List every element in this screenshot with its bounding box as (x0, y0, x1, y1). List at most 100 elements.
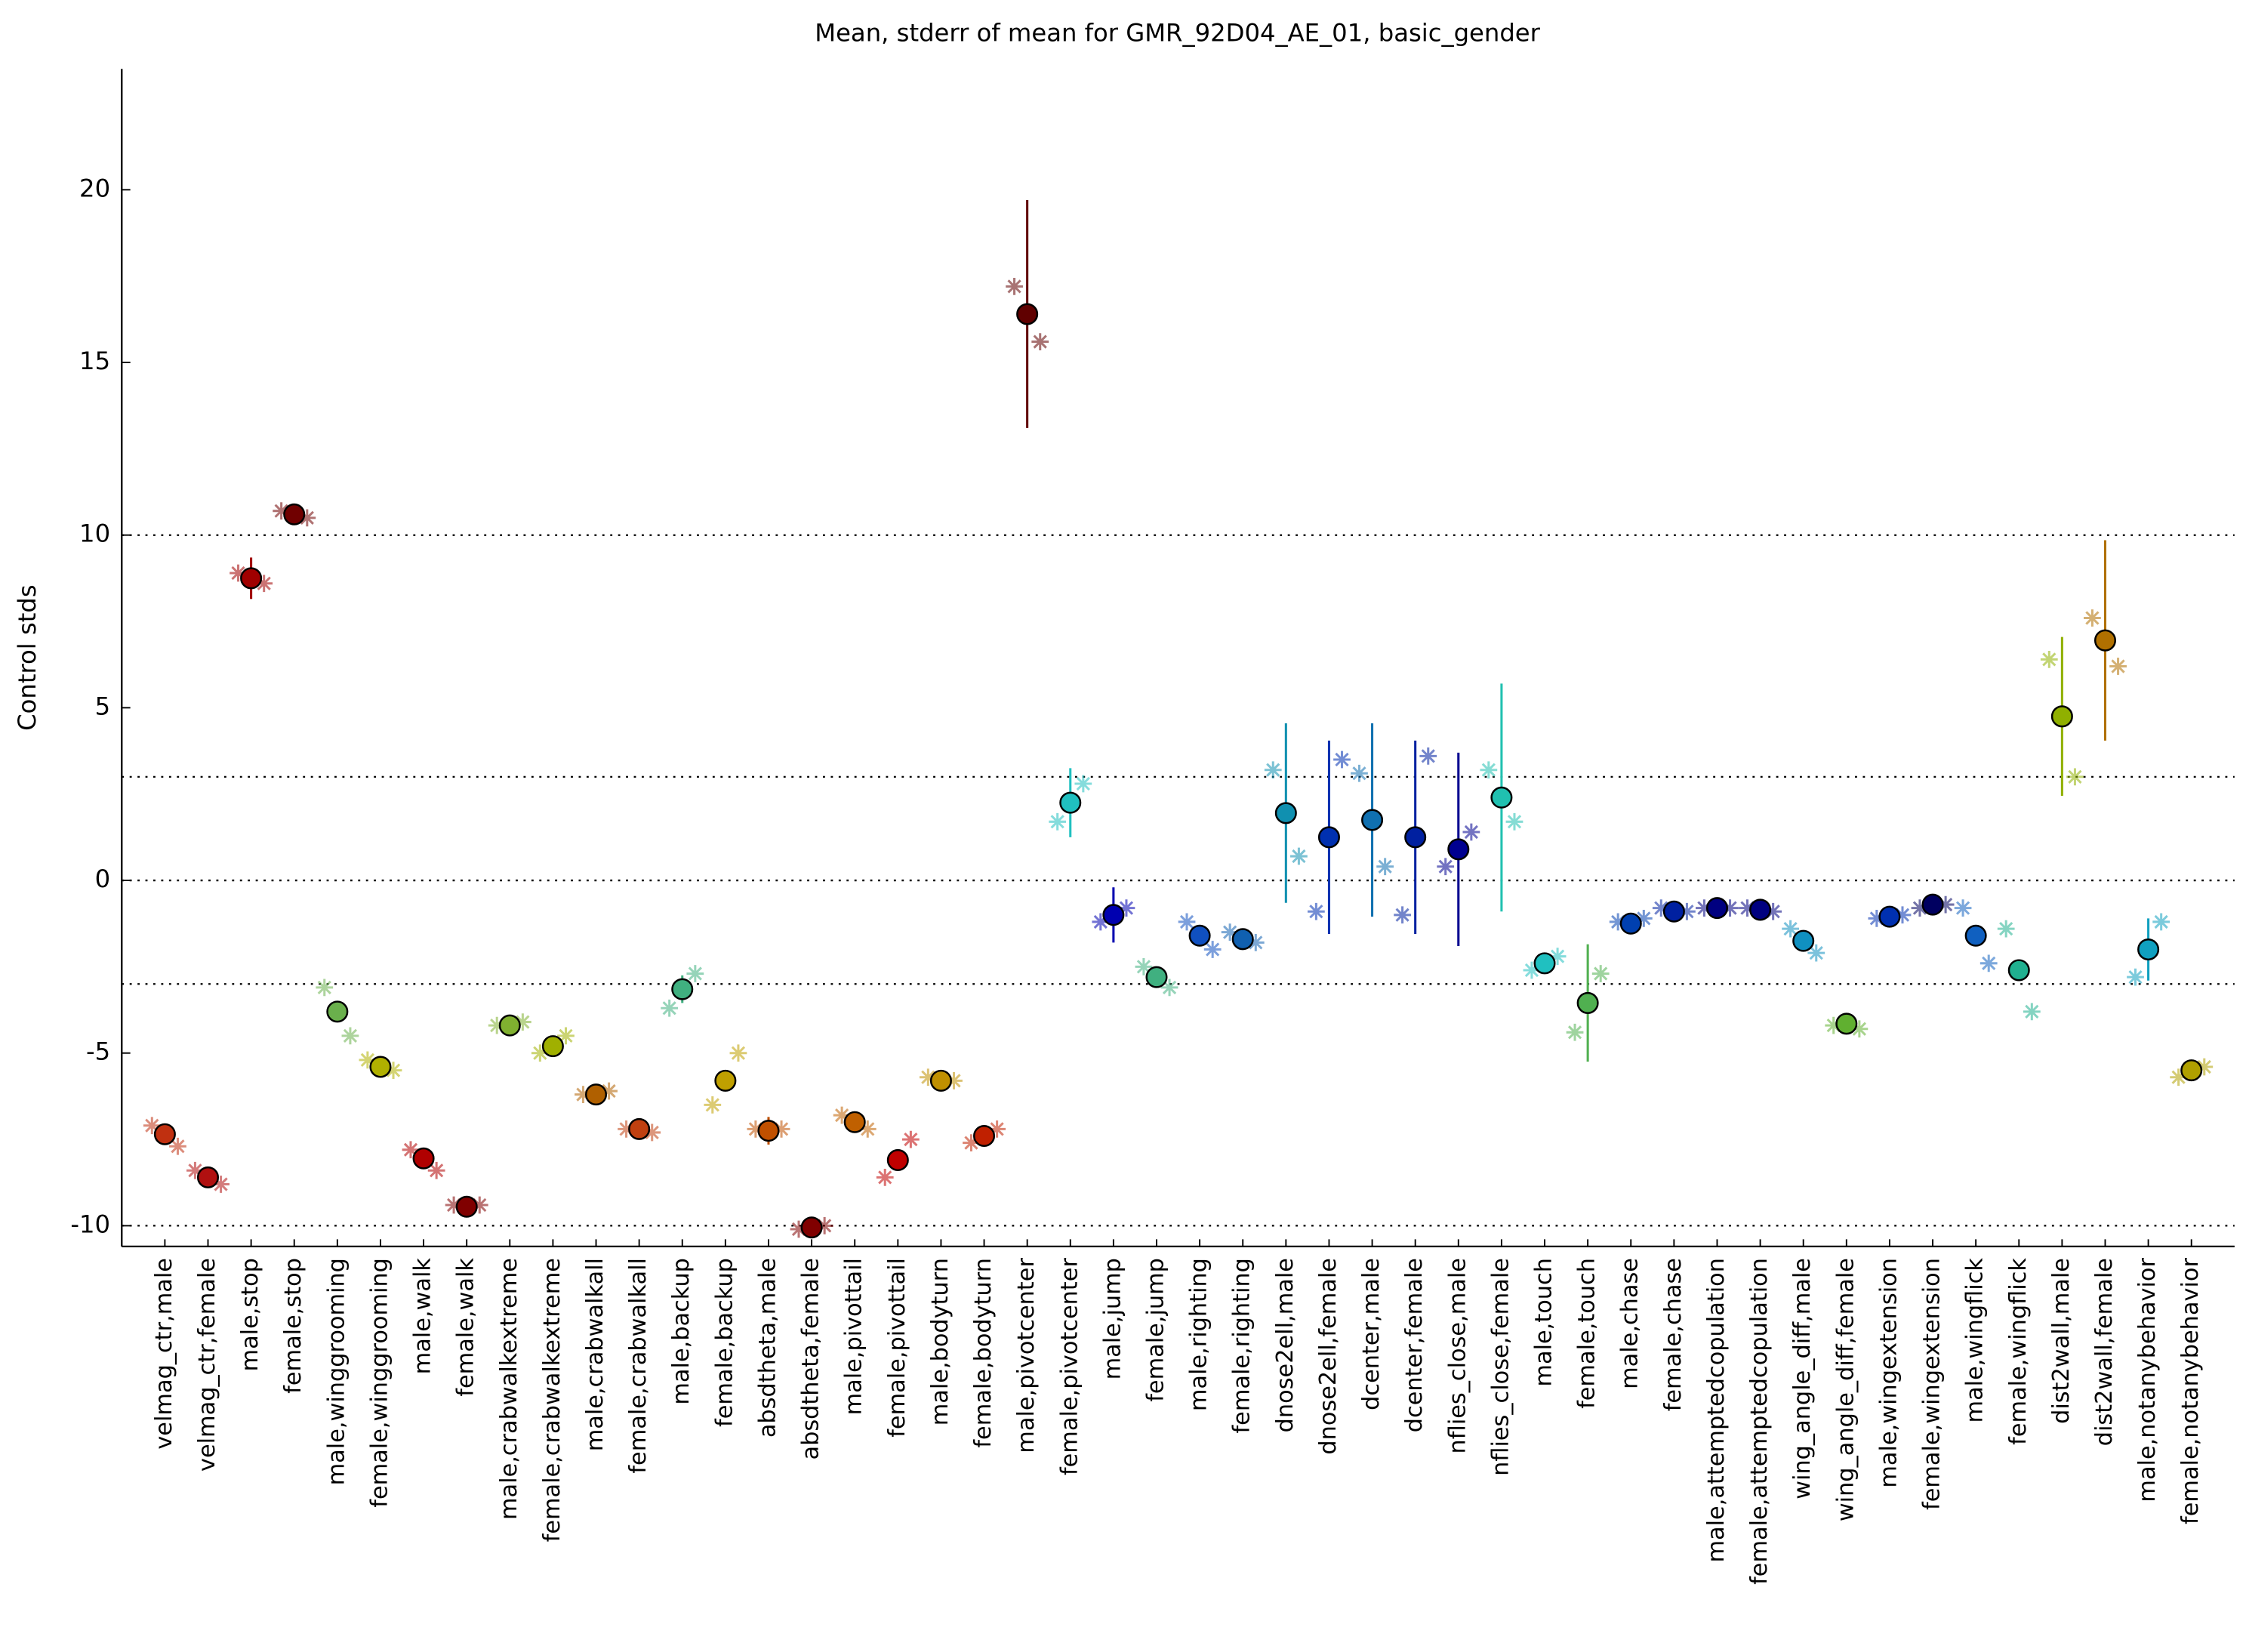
x-tick-label: male,pivottail (841, 1258, 867, 1415)
replicate-point (747, 1120, 765, 1138)
replicate-point (1437, 858, 1455, 876)
mean-point (1447, 838, 1470, 861)
replicate-point (1135, 958, 1153, 975)
replicate-point (557, 1027, 575, 1045)
x-tick-label: male,wingextension (1875, 1258, 1902, 1488)
x-tick-label: male,notanybehavior (2134, 1258, 2161, 1503)
mean-point (1016, 303, 1039, 325)
x-tick-label: velmag_ctr,female (194, 1258, 220, 1472)
x-tick-label: absdtheta,female (798, 1258, 824, 1459)
mean-point (1533, 952, 1556, 975)
replicate-point (988, 1120, 1006, 1138)
mean-point (1231, 928, 1254, 951)
mean-point (1619, 912, 1642, 935)
replicate-point (2195, 1058, 2214, 1076)
x-tick-label: female,wingextension (1919, 1258, 1946, 1510)
replicate-point (445, 1196, 463, 1214)
x-tick-label: dist2wall,male (2048, 1258, 2075, 1424)
mean-point (1490, 786, 1513, 809)
replicate-point (1074, 775, 1092, 793)
mean-point (1835, 1012, 1858, 1035)
replicate-point (1591, 965, 1610, 982)
replicate-point (1764, 902, 1782, 920)
x-tick-label: female,attemptedcopulation (1746, 1258, 1773, 1585)
x-tick-label: dcenter,female (1401, 1258, 1428, 1432)
mean-point (1059, 791, 1082, 814)
x-tick-label: male,pivotcenter (1013, 1258, 1040, 1453)
mean-point (800, 1216, 823, 1239)
replicate-point (470, 1196, 488, 1214)
replicate-point (1652, 899, 1670, 917)
replicate-point (1178, 913, 1196, 931)
replicate-point (2170, 1068, 2188, 1086)
mean-point (369, 1056, 392, 1078)
mean-point (455, 1195, 478, 1218)
mean-point (153, 1123, 176, 1145)
mean-point (2093, 629, 2116, 652)
chart-title: Mean, stderr of mean for GMR_92D04_AE_01… (815, 19, 1540, 48)
y-tick-label: -5 (86, 1037, 110, 1066)
replicate-point (1678, 902, 1696, 920)
replicate-point (1006, 278, 1023, 295)
mean-point (1749, 898, 1772, 921)
x-tick-label: male,winggrooming (323, 1258, 350, 1485)
mean-point (757, 1120, 780, 1142)
replicate-point (1246, 934, 1265, 951)
replicate-point (2040, 650, 2058, 668)
mean-point (714, 1069, 737, 1092)
x-tick-label: absdtheta,male (754, 1258, 781, 1438)
x-tick-label: female,jump (1142, 1258, 1169, 1402)
replicate-point (661, 999, 679, 1017)
replicate-point (1049, 812, 1067, 831)
replicate-point (600, 1082, 618, 1100)
y-tick-label: 10 (79, 519, 110, 548)
mean-point (929, 1069, 952, 1092)
mean-point (1792, 929, 1815, 952)
x-tick-label: male,touch (1531, 1258, 1557, 1387)
replicate-point (1333, 750, 1351, 769)
replicate-point (1609, 913, 1627, 931)
replicate-point (1394, 906, 1411, 924)
replicate-point (2023, 1003, 2041, 1021)
replicate-point (1739, 899, 1756, 917)
y-tick-label: 0 (95, 865, 111, 893)
x-tick-label: male,attemptedcopulation (1703, 1258, 1730, 1563)
x-tick-label: female,crabwalkextreme (539, 1258, 565, 1542)
x-tick-label: dnose2ell,female (1315, 1258, 1342, 1455)
mean-point (2050, 705, 2073, 728)
x-tick-label: dist2wall,female (2091, 1258, 2118, 1446)
mean-point (1361, 809, 1384, 831)
x-tick-label: male,bodyturn (927, 1258, 954, 1425)
mean-point (1188, 924, 1211, 947)
replicate-point (255, 575, 273, 593)
x-tick-label: male,walk (410, 1258, 436, 1375)
mean-point (671, 978, 694, 1000)
mean-point (1878, 905, 1901, 928)
replicate-point (1979, 954, 1998, 972)
replicate-point (1566, 1023, 1584, 1041)
replicate-point (1548, 948, 1567, 966)
mean-point (886, 1149, 909, 1172)
replicate-point (1997, 920, 2015, 938)
replicate-point (858, 1120, 877, 1138)
x-tick-label: male,backup (668, 1258, 695, 1405)
mean-point (541, 1035, 564, 1058)
replicate-point (402, 1141, 420, 1159)
replicate-point (143, 1117, 161, 1135)
replicate-point (945, 1071, 963, 1090)
mean-point (1404, 826, 1427, 849)
x-tick-label: male,crabwalkall (582, 1258, 608, 1451)
x-tick-label: female,wingflick (2005, 1258, 2032, 1445)
x-tick-label: female,stop (280, 1258, 307, 1394)
replicate-point (1117, 899, 1135, 917)
mean-point (1964, 924, 1987, 947)
mean-point (326, 1000, 349, 1023)
x-tick-label: male,stop (237, 1258, 263, 1371)
mean-point (1102, 904, 1125, 926)
x-tick-label: velmag_ctr,male (151, 1258, 177, 1450)
mean-point (1274, 802, 1297, 824)
replicate-point (298, 509, 316, 527)
x-tick-label: female,notanybehavior (2177, 1258, 2204, 1524)
mean-point (196, 1166, 220, 1188)
mean-point (1145, 966, 1168, 988)
